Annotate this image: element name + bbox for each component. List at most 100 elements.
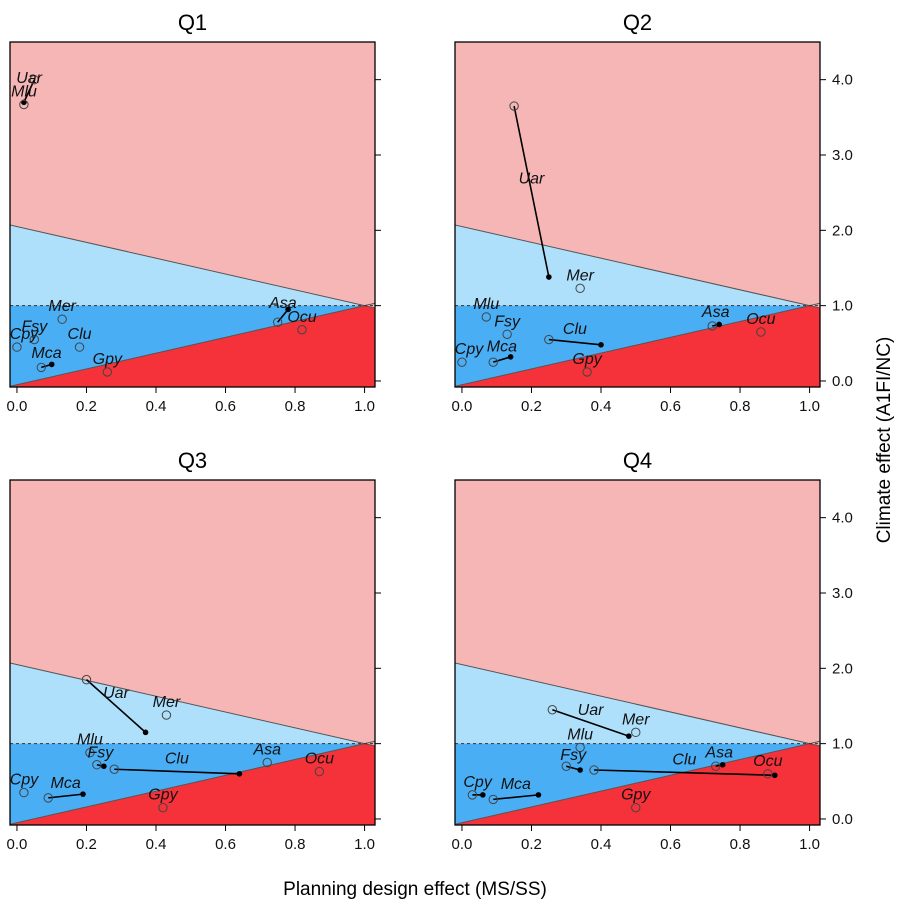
x-tick-label: 0.2: [521, 836, 542, 853]
x-tick-label: 0.4: [146, 836, 167, 853]
species-ss-point: [161, 710, 172, 720]
x-tick-label: 0.6: [660, 836, 681, 853]
species-label: Ocu: [753, 753, 782, 770]
x-tick-label: 1.0: [799, 836, 820, 853]
y-tick-label: 3.0: [832, 585, 853, 602]
species-asa: Asa: [268, 295, 297, 327]
species-mer: Mer: [153, 694, 181, 720]
species-clu: Clu: [589, 752, 778, 779]
species-ms-point: [285, 306, 291, 313]
species-ss-point: [29, 334, 40, 345]
species-label: Mer: [622, 711, 650, 728]
x-tick-label: 0.0: [452, 836, 473, 853]
species-label: Mca: [51, 775, 81, 792]
species-cpy: Cpy: [10, 326, 39, 352]
species-label: Clu: [68, 326, 92, 343]
species-ss-point: [756, 327, 766, 337]
species-asa: Asa: [252, 741, 281, 768]
species-cpy: Cpy: [10, 772, 39, 798]
y-tick-label: 2.0: [832, 222, 853, 239]
upper-reference-line: [455, 662, 820, 747]
species-label: Mca: [31, 345, 61, 362]
species-ms-point: [48, 361, 55, 368]
species-ss-point: [467, 790, 478, 800]
x-tick-label: 0.6: [660, 398, 681, 415]
x-axis: 0.0 0.2 0.4 0.6 0.8 1.0: [452, 387, 820, 415]
x-tick-label: 1.0: [799, 398, 820, 415]
species-mlu: Mlu: [11, 84, 37, 110]
upper-reference-line: [10, 224, 375, 309]
species-mca: Mca: [487, 339, 517, 367]
species-mlu: Mlu: [473, 296, 499, 322]
species-ss-point: [561, 761, 571, 771]
species-ss-point: [19, 99, 29, 110]
y-axis-title: Climate effect (A1FI/NC): [874, 337, 895, 544]
species-label: Asa: [701, 304, 730, 321]
species-ss-point: [631, 802, 641, 813]
species-ss-point: [488, 357, 498, 367]
x-axis: 0.0 0.2 0.4 0.6 0.8 1.0: [7, 387, 375, 415]
species-fsy: Fsy: [494, 313, 521, 339]
lower-reference-line: [455, 740, 820, 825]
species-shift-line: [493, 356, 511, 363]
species-label: Fsy: [494, 313, 521, 330]
y-tick-label: 1.0: [832, 298, 853, 315]
species-label: Asa: [704, 744, 733, 761]
species-gpy: Gpy: [148, 787, 179, 813]
region-right-gap: [364, 741, 375, 747]
species-ss-point: [457, 357, 467, 367]
species-label: Mca: [501, 776, 531, 793]
x-tick-label: 0.6: [215, 398, 236, 415]
y-tick-label: 0.0: [832, 811, 853, 828]
x-tick-label: 0.4: [146, 398, 167, 415]
region-right-gap: [809, 303, 820, 309]
species-shift-line: [48, 793, 84, 799]
x-tick-label: 0.6: [215, 836, 236, 853]
x-tick-label: 0.8: [730, 836, 751, 853]
species-label: Uar: [578, 702, 604, 719]
species-cpy: Cpy: [463, 774, 493, 800]
species-label: Uar: [519, 171, 545, 188]
species-label: Uar: [103, 685, 129, 702]
species-ss-point: [262, 757, 272, 768]
species-gpy: Gpy: [621, 787, 651, 813]
species-ms-point: [546, 274, 552, 280]
panel-frame: [454, 479, 821, 826]
species-label: Asa: [268, 295, 297, 312]
species-ss-point: [544, 334, 554, 345]
species-label: Fsy: [560, 747, 587, 764]
species-label: Uar: [16, 70, 42, 87]
species-clu: Clu: [544, 321, 604, 348]
species-ss-point: [43, 793, 53, 803]
species-label: Cpy: [463, 774, 492, 791]
x-tick-label: 0.8: [285, 836, 306, 853]
x-tick-label: 0.0: [452, 398, 473, 415]
species-label: Fsy: [87, 744, 114, 761]
species-ss-point: [158, 802, 168, 813]
species-shift-line: [513, 105, 550, 278]
species-shift-line: [493, 794, 539, 801]
region-right-gap: [364, 303, 375, 309]
species-shift-line: [594, 769, 775, 777]
species-mlu: Mlu: [77, 732, 103, 758]
species-label: Mlu: [473, 296, 499, 313]
species-ocu: Ocu: [305, 751, 334, 777]
species-ss-point: [85, 747, 95, 758]
species-ss-point: [481, 312, 491, 322]
species-ss-point: [109, 764, 119, 774]
species-ss-point: [36, 362, 46, 373]
species-ss-point: [502, 329, 512, 339]
species-ms-point: [598, 342, 604, 348]
x-tick-label: 0.2: [76, 836, 97, 853]
species-ss-point: [547, 705, 558, 715]
y-axis: [375, 517, 381, 820]
lower-reference-line: [10, 740, 375, 825]
species-ms-point: [142, 729, 149, 736]
species-fsy: Fsy: [21, 319, 48, 345]
